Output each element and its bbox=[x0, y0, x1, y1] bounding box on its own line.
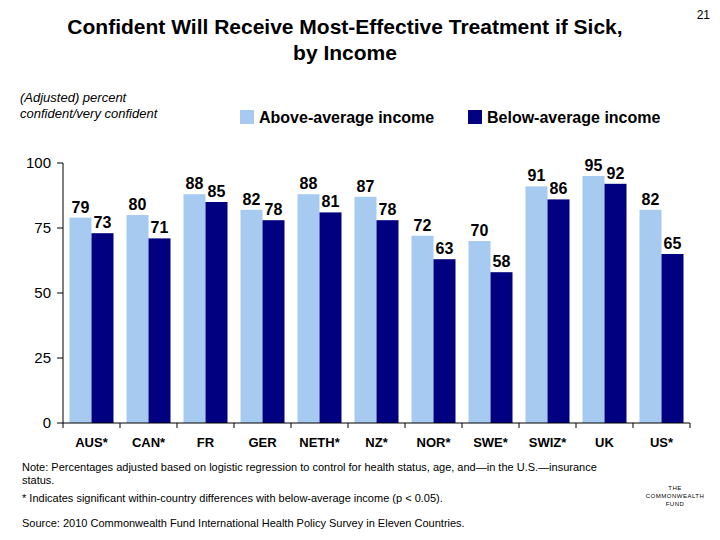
legend-swatch bbox=[240, 110, 254, 124]
title: Confident Will Receive Most-Effective Tr… bbox=[20, 14, 670, 66]
data-label: 78 bbox=[379, 201, 397, 218]
x-tick bbox=[63, 423, 64, 428]
bars bbox=[70, 176, 684, 423]
bar bbox=[662, 254, 684, 423]
y-tick bbox=[57, 163, 63, 164]
page-number: 21 bbox=[670, 8, 710, 22]
data-label: 63 bbox=[436, 240, 454, 257]
bar bbox=[640, 210, 662, 423]
footnote: * Indicates significant within-country d… bbox=[22, 492, 642, 505]
y-tick bbox=[57, 293, 63, 294]
bar bbox=[298, 194, 320, 423]
legend-label: Below-average income bbox=[487, 109, 661, 126]
bar bbox=[149, 238, 171, 423]
x-tick-label: SWIZ* bbox=[529, 435, 567, 450]
title-line: by Income bbox=[20, 40, 670, 66]
x-tick bbox=[633, 423, 634, 428]
data-label: 91 bbox=[528, 167, 546, 184]
x-tick bbox=[405, 423, 406, 428]
data-label: 72 bbox=[414, 217, 432, 234]
data-label: 58 bbox=[493, 253, 511, 270]
data-label: 71 bbox=[151, 219, 169, 236]
data-label: 85 bbox=[208, 183, 226, 200]
bar bbox=[184, 194, 206, 423]
x-tick bbox=[120, 423, 121, 428]
x-tick-label: GER bbox=[248, 435, 277, 450]
bar bbox=[263, 220, 285, 423]
data-label: 82 bbox=[642, 191, 660, 208]
source: Source: 2010 Commonwealth Fund Internati… bbox=[22, 517, 642, 530]
bar bbox=[491, 272, 513, 423]
logo: THECOMMONWEALTHFUND bbox=[640, 484, 710, 508]
y-tick bbox=[57, 228, 63, 229]
x-tick bbox=[291, 423, 292, 428]
data-label: 82 bbox=[243, 191, 261, 208]
data-label: 87 bbox=[357, 178, 375, 195]
y-axis-label: (Adjusted) percent confident/very confid… bbox=[20, 90, 210, 122]
logo-line: THE bbox=[640, 484, 710, 492]
data-label: 73 bbox=[94, 214, 112, 231]
data-label: 88 bbox=[300, 175, 318, 192]
bar bbox=[92, 233, 114, 423]
bar bbox=[412, 236, 434, 423]
bar bbox=[377, 220, 399, 423]
y-tick-label: 100 bbox=[26, 154, 51, 171]
y-tick-label: 0 bbox=[43, 414, 51, 431]
bar bbox=[548, 199, 570, 423]
legend-label: Above-average income bbox=[259, 109, 434, 126]
y-tick bbox=[57, 358, 63, 359]
x-tick-label: US* bbox=[650, 435, 674, 450]
legend-swatch bbox=[468, 110, 482, 124]
bar bbox=[127, 215, 149, 423]
x-tick bbox=[690, 423, 691, 428]
x-tick-label: FR bbox=[197, 435, 215, 450]
data-label: 86 bbox=[550, 180, 568, 197]
bar bbox=[469, 241, 491, 423]
bar bbox=[605, 184, 627, 423]
x-tick bbox=[348, 423, 349, 428]
x-tick-label: CAN* bbox=[132, 435, 166, 450]
logo-line: COMMONWEALTH bbox=[640, 492, 710, 500]
x-tick-label: NZ* bbox=[365, 435, 388, 450]
data-label: 78 bbox=[265, 201, 283, 218]
x-tick-label: UK bbox=[595, 435, 614, 450]
data-label: 80 bbox=[129, 196, 147, 213]
x-tick-label: AUS* bbox=[75, 435, 108, 450]
data-label: 79 bbox=[72, 199, 90, 216]
bar bbox=[320, 212, 342, 423]
data-label: 81 bbox=[322, 193, 340, 210]
y-tick-label: 25 bbox=[34, 349, 51, 366]
x-axis bbox=[63, 423, 690, 424]
bar bbox=[206, 202, 228, 423]
chart: 0 25 50 75 100 AUS* CAN* FR GER NETH* NZ* NOR* SWE* S… bbox=[0, 0, 720, 540]
x-tick bbox=[576, 423, 577, 428]
x-tick-label: NOR* bbox=[417, 435, 452, 450]
bar bbox=[434, 259, 456, 423]
bar bbox=[526, 186, 548, 423]
x-tick bbox=[519, 423, 520, 428]
x-tick-label: SWE* bbox=[473, 435, 509, 450]
x-tick bbox=[462, 423, 463, 428]
y-tick bbox=[57, 423, 63, 424]
data-label: 65 bbox=[664, 235, 682, 252]
x-tick bbox=[234, 423, 235, 428]
note: Note: Percentages adjusted based on logi… bbox=[22, 461, 612, 487]
x-tick-label: NETH* bbox=[299, 435, 340, 450]
bar bbox=[583, 176, 605, 423]
title-line: Confident Will Receive Most-Effective Tr… bbox=[20, 14, 670, 40]
data-label: 88 bbox=[186, 175, 204, 192]
data-label: 95 bbox=[585, 157, 603, 174]
data-label: 92 bbox=[607, 165, 625, 182]
bar bbox=[241, 210, 263, 423]
bar bbox=[70, 218, 92, 423]
y-tick-label: 50 bbox=[34, 284, 51, 301]
logo-line: FUND bbox=[640, 500, 710, 508]
x-tick bbox=[177, 423, 178, 428]
data-label: 70 bbox=[471, 222, 489, 239]
y-tick-label: 75 bbox=[34, 219, 51, 236]
bar bbox=[355, 197, 377, 423]
